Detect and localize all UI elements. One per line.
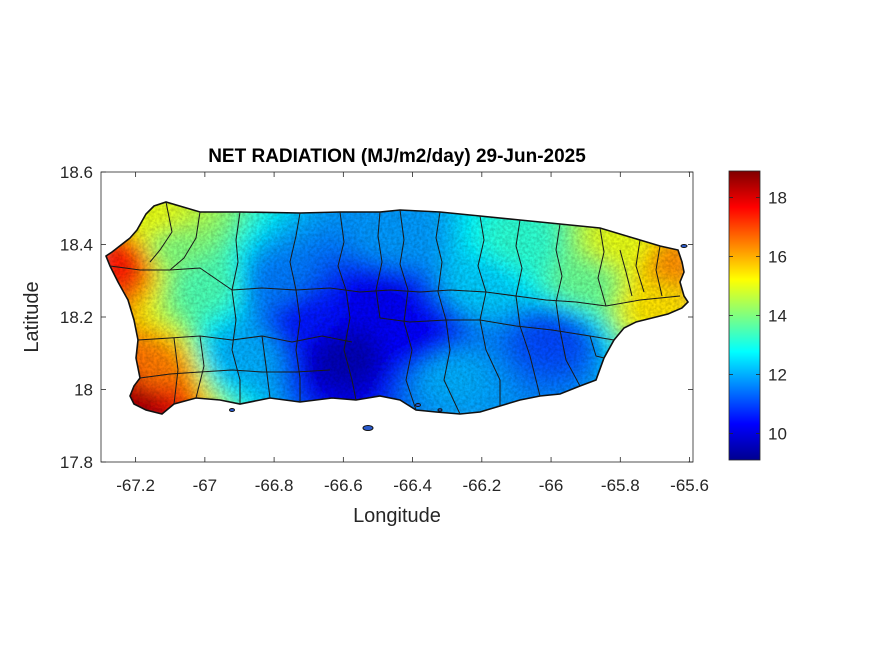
- x-tick-label: -66.4: [393, 476, 432, 495]
- municipality-boundary: [479, 319, 501, 406]
- colorbar-ticks: 10 12 14 16 18: [729, 189, 787, 443]
- municipality-boundary: [589, 335, 605, 359]
- municipality-boundary: [655, 245, 663, 297]
- municipality-boundary: [139, 369, 331, 379]
- islet: [415, 403, 421, 407]
- x-tick-label: -66.2: [462, 476, 501, 495]
- colorbar-tick-label: 18: [768, 189, 787, 208]
- municipality-boundary: [231, 289, 241, 404]
- islet: [229, 408, 235, 412]
- x-axis: -67.2 -67 -66.8 -66.6 -66.4 -66.2 -66 -65.8 -65.…: [116, 172, 709, 495]
- field-texture: [106, 202, 688, 414]
- x-tick-label: -66.8: [255, 476, 294, 495]
- y-tick-label: 18: [74, 381, 93, 400]
- islet: [362, 425, 374, 431]
- municipality-boundaries: [109, 201, 681, 415]
- islet: [437, 408, 443, 412]
- municipality-boundary: [635, 239, 645, 293]
- coastline: [105, 201, 690, 415]
- municipality-boundary: [403, 289, 417, 411]
- municipality-boundary: [195, 335, 205, 399]
- colorbar-tick-label: 12: [768, 365, 787, 384]
- municipality-boundary: [289, 212, 301, 291]
- municipality-boundary: [169, 211, 201, 271]
- colorbar: [728, 170, 761, 461]
- x-axis-label: Longitude: [353, 505, 441, 527]
- x-tick-label: -67: [193, 476, 218, 495]
- x-tick-label: -66.6: [324, 476, 363, 495]
- x-tick-label: -65.8: [601, 476, 640, 495]
- municipality-boundary: [337, 211, 347, 291]
- municipality-boundary: [295, 289, 301, 402]
- municipality-boundary: [515, 295, 541, 397]
- municipality-boundary: [619, 249, 633, 297]
- municipality-boundary: [515, 219, 523, 297]
- y-tick-label: 18.4: [60, 236, 93, 255]
- y-tick-label: 18.6: [60, 163, 93, 182]
- municipality-boundary: [597, 227, 607, 307]
- municipality-boundary: [555, 301, 581, 387]
- municipality-boundary: [261, 335, 271, 399]
- x-tick-label: -66: [539, 476, 564, 495]
- small-islands: [229, 244, 688, 431]
- municipality-boundary: [173, 337, 179, 405]
- municipality-boundary: [379, 317, 615, 341]
- y-axis-label: Latitude: [21, 281, 43, 352]
- municipality-boundary: [443, 319, 461, 415]
- x-tick-label: -67.2: [116, 476, 155, 495]
- x-tick-label: -65.6: [670, 476, 709, 495]
- municipality-boundary: [555, 223, 563, 303]
- municipality-boundary: [109, 265, 681, 307]
- municipality-boundary: [375, 211, 383, 319]
- y-axis: 17.8 18 18.2 18.4 18.6: [60, 163, 693, 472]
- chart-title: NET RADIATION (MJ/m2/day) 29-Jun-2025: [208, 146, 586, 167]
- municipality-boundary: [399, 209, 409, 291]
- municipality-boundary: [149, 201, 173, 263]
- y-tick-label: 18.2: [60, 308, 93, 327]
- municipality-boundary: [343, 289, 357, 401]
- y-tick-label: 17.8: [60, 453, 93, 472]
- islet: [680, 244, 688, 248]
- municipality-boundary: [137, 335, 353, 343]
- municipality-boundary: [231, 211, 241, 291]
- colorbar-tick-label: 10: [768, 424, 787, 443]
- colorbar-tick-label: 16: [768, 248, 787, 267]
- municipality-boundary: [435, 211, 447, 321]
- municipality-boundary: [477, 215, 487, 321]
- colorbar-tick-label: 14: [768, 307, 787, 326]
